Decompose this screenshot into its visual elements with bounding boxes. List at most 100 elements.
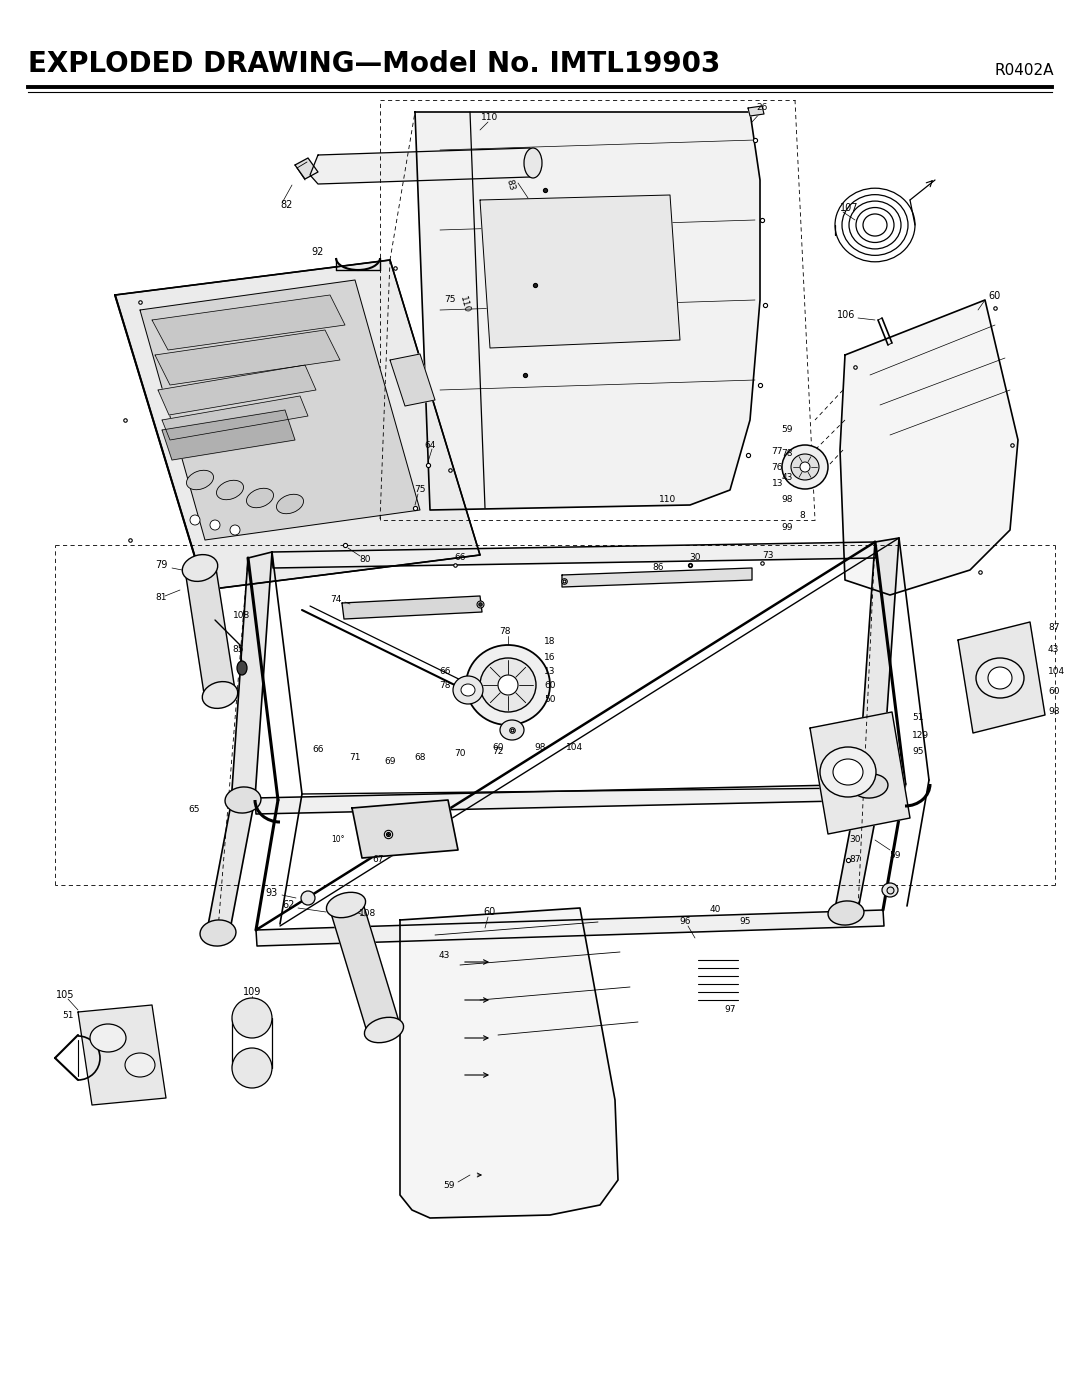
Text: 72: 72 bbox=[492, 747, 503, 757]
Text: 75: 75 bbox=[444, 296, 456, 305]
Text: 60: 60 bbox=[544, 682, 556, 690]
Polygon shape bbox=[114, 260, 480, 590]
Text: 107: 107 bbox=[840, 203, 859, 212]
Text: 13: 13 bbox=[544, 668, 556, 676]
Text: 75: 75 bbox=[415, 486, 426, 495]
Ellipse shape bbox=[453, 676, 483, 704]
Text: 86: 86 bbox=[652, 563, 664, 573]
Polygon shape bbox=[748, 106, 764, 116]
Text: 13: 13 bbox=[771, 479, 783, 488]
Text: 30: 30 bbox=[849, 835, 861, 845]
Ellipse shape bbox=[791, 454, 819, 481]
Polygon shape bbox=[858, 538, 899, 788]
Polygon shape bbox=[562, 569, 752, 587]
Ellipse shape bbox=[225, 787, 261, 813]
Polygon shape bbox=[256, 909, 885, 946]
Text: 78: 78 bbox=[782, 448, 793, 457]
Text: 76: 76 bbox=[771, 462, 783, 472]
Ellipse shape bbox=[498, 675, 518, 694]
Text: 78: 78 bbox=[499, 627, 511, 637]
Polygon shape bbox=[390, 353, 435, 407]
Text: 74: 74 bbox=[330, 595, 342, 605]
Text: 68: 68 bbox=[415, 753, 426, 763]
Text: 30: 30 bbox=[689, 553, 701, 563]
Text: 79: 79 bbox=[156, 560, 168, 570]
Text: 43: 43 bbox=[1048, 645, 1059, 655]
Ellipse shape bbox=[125, 1053, 156, 1077]
Ellipse shape bbox=[230, 525, 240, 535]
Polygon shape bbox=[156, 330, 340, 386]
Text: 110: 110 bbox=[458, 296, 472, 314]
Polygon shape bbox=[185, 562, 235, 700]
Text: 62: 62 bbox=[283, 900, 295, 909]
Text: 109: 109 bbox=[243, 988, 261, 997]
Ellipse shape bbox=[202, 682, 238, 708]
Ellipse shape bbox=[882, 883, 897, 897]
Ellipse shape bbox=[326, 893, 365, 918]
Ellipse shape bbox=[210, 520, 220, 529]
Text: 26: 26 bbox=[756, 102, 768, 112]
Polygon shape bbox=[310, 148, 535, 184]
Polygon shape bbox=[206, 798, 255, 936]
Text: 87: 87 bbox=[849, 855, 861, 865]
Text: 64: 64 bbox=[424, 440, 435, 450]
Polygon shape bbox=[162, 409, 295, 460]
Text: 96: 96 bbox=[679, 918, 691, 926]
Ellipse shape bbox=[246, 489, 273, 507]
Ellipse shape bbox=[232, 1048, 272, 1088]
Polygon shape bbox=[330, 900, 400, 1035]
Ellipse shape bbox=[364, 1017, 404, 1042]
Polygon shape bbox=[140, 279, 420, 541]
Polygon shape bbox=[152, 295, 345, 351]
Text: 59: 59 bbox=[444, 1180, 455, 1189]
Text: 43: 43 bbox=[438, 950, 450, 960]
Text: 104: 104 bbox=[1048, 668, 1065, 676]
Text: 40: 40 bbox=[710, 905, 720, 915]
Ellipse shape bbox=[301, 891, 315, 905]
Ellipse shape bbox=[90, 1024, 126, 1052]
Text: 87: 87 bbox=[1048, 623, 1059, 633]
Ellipse shape bbox=[183, 555, 218, 581]
Ellipse shape bbox=[833, 759, 863, 785]
Text: 71: 71 bbox=[349, 753, 361, 763]
Text: 98: 98 bbox=[1048, 707, 1059, 717]
Text: 98: 98 bbox=[535, 743, 545, 753]
Ellipse shape bbox=[187, 471, 214, 490]
Text: 67: 67 bbox=[373, 855, 383, 865]
Text: EXPLODED DRAWING—Model No. IMTL19903: EXPLODED DRAWING—Model No. IMTL19903 bbox=[28, 50, 720, 78]
Text: 104: 104 bbox=[566, 743, 583, 753]
Ellipse shape bbox=[276, 495, 303, 514]
Ellipse shape bbox=[988, 666, 1012, 689]
Ellipse shape bbox=[976, 658, 1024, 698]
Text: 8: 8 bbox=[799, 510, 805, 520]
Ellipse shape bbox=[216, 481, 243, 500]
Ellipse shape bbox=[190, 515, 200, 525]
Text: 95: 95 bbox=[912, 747, 923, 757]
Text: 110: 110 bbox=[482, 113, 499, 122]
Text: 108: 108 bbox=[360, 908, 377, 918]
Text: 60: 60 bbox=[1048, 687, 1059, 697]
Ellipse shape bbox=[828, 901, 864, 925]
Text: 16: 16 bbox=[544, 654, 556, 662]
Text: 129: 129 bbox=[912, 731, 929, 739]
Text: 66: 66 bbox=[312, 746, 324, 754]
Polygon shape bbox=[480, 196, 680, 348]
Text: 60: 60 bbox=[988, 291, 1000, 300]
Polygon shape bbox=[272, 542, 876, 569]
Ellipse shape bbox=[237, 661, 247, 675]
Polygon shape bbox=[255, 784, 883, 814]
Text: 81: 81 bbox=[156, 594, 166, 602]
Ellipse shape bbox=[200, 921, 235, 946]
Ellipse shape bbox=[480, 658, 536, 712]
Text: 51: 51 bbox=[63, 1010, 73, 1020]
Text: 66: 66 bbox=[455, 553, 465, 563]
Text: 80: 80 bbox=[360, 556, 370, 564]
Text: 93: 93 bbox=[266, 888, 278, 898]
Text: 97: 97 bbox=[725, 1006, 735, 1014]
Text: 59: 59 bbox=[782, 426, 793, 434]
Text: 69: 69 bbox=[384, 757, 395, 767]
Polygon shape bbox=[342, 597, 482, 619]
Polygon shape bbox=[840, 300, 1018, 595]
Ellipse shape bbox=[461, 685, 475, 696]
Text: 95: 95 bbox=[739, 918, 751, 926]
